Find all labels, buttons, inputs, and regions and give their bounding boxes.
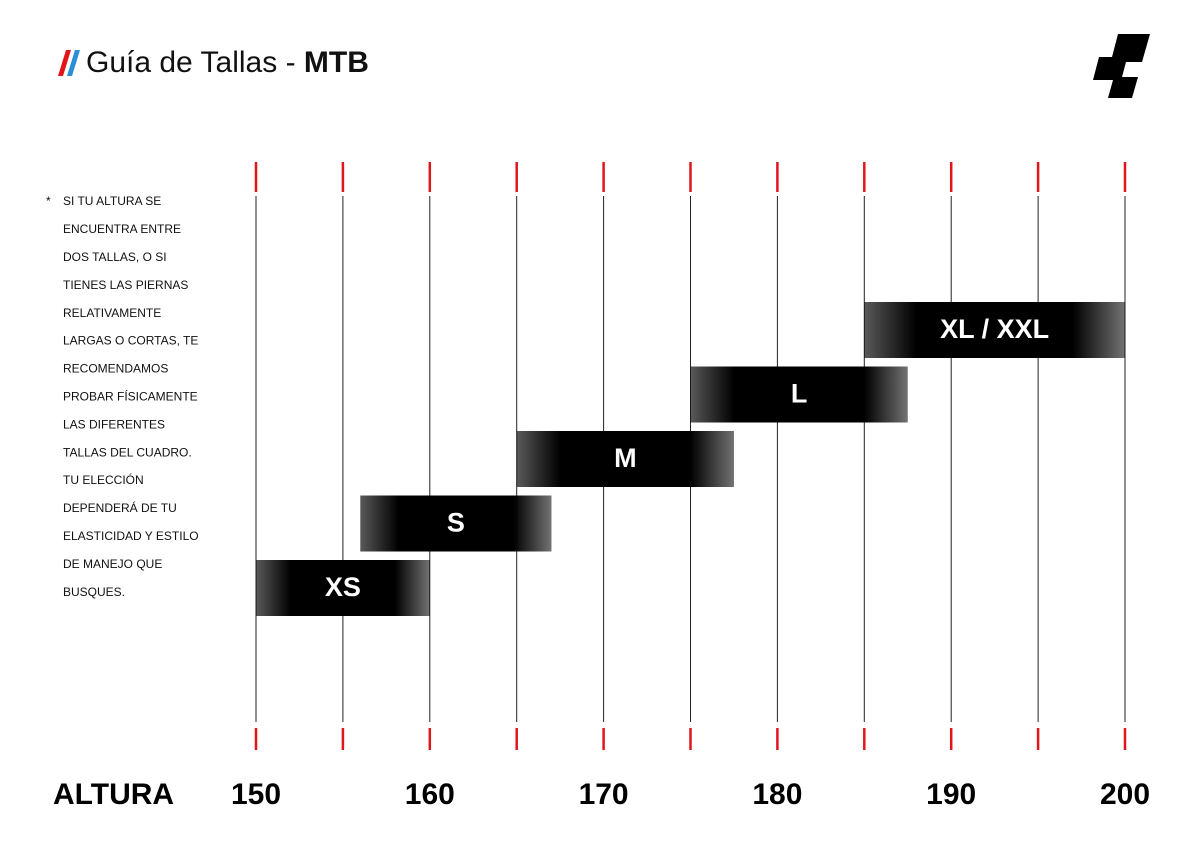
note-line: DEPENDERÁ DE TU	[63, 500, 177, 515]
bar	[256, 560, 430, 616]
bar-label: S	[447, 508, 465, 538]
chart-title: Guía de Tallas - MTB	[86, 46, 369, 79]
note-line: DE MANEJO QUE	[63, 557, 162, 571]
x-tick-label: 150	[231, 778, 281, 811]
note-line: BUSQUES.	[63, 585, 125, 599]
x-axis-label: ALTURA	[53, 778, 174, 811]
bar	[360, 495, 552, 552]
note-line: TU ELECCIÓN	[63, 472, 144, 487]
title: Guía de Tallas -	[86, 46, 304, 79]
note-line: SI TU ALTURA SE	[63, 194, 161, 208]
note-line: ENCUENTRA ENTRE	[63, 222, 181, 236]
bar-label: XS	[325, 572, 361, 602]
bar-label: L	[791, 379, 808, 409]
bar	[516, 431, 734, 487]
note-line: TALLAS DEL CUADRO.	[63, 445, 192, 459]
x-tick-label: 170	[579, 778, 629, 811]
bar-label: M	[614, 443, 637, 473]
bar	[864, 302, 1125, 358]
x-tick-label: 190	[926, 778, 976, 811]
note-line: RECOMENDAMOS	[63, 362, 168, 376]
bar	[690, 366, 908, 423]
note-line: ELASTICIDAD Y ESTILO	[63, 529, 199, 543]
note-line: PROBAR FÍSICAMENTE	[63, 388, 198, 403]
title-bold: MTB	[304, 46, 369, 79]
note-line: DOS TALLAS, O SI	[63, 250, 167, 264]
bar-label: XL / XXL	[940, 314, 1049, 344]
x-tick-label: 160	[405, 778, 455, 811]
note-marker: *	[46, 194, 51, 208]
note-line: TIENES LAS PIERNAS	[63, 278, 188, 292]
x-tick-label: 180	[752, 778, 802, 811]
note-line: LARGAS O CORTAS, TE	[63, 334, 198, 348]
note-line: LAS DIFERENTES	[63, 417, 165, 431]
x-tick-label: 200	[1100, 778, 1150, 811]
logo	[1093, 34, 1150, 98]
title-decoration	[58, 50, 80, 76]
note-line: RELATIVAMENTE	[63, 306, 161, 320]
